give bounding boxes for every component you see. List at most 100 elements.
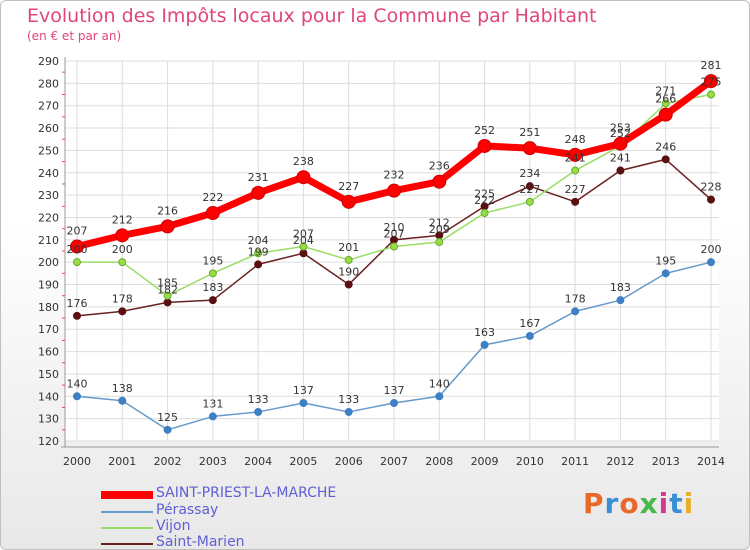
data-label: 210 (384, 221, 405, 234)
data-label: 183 (202, 281, 223, 294)
y-tick-label: 260 (38, 122, 59, 135)
data-label: 176 (67, 297, 88, 310)
data-point (571, 197, 580, 206)
y-tick-label: 120 (38, 435, 59, 448)
data-point (435, 392, 444, 401)
data-point (707, 90, 715, 99)
data-point (432, 174, 447, 189)
data-point (208, 412, 217, 421)
data-point (661, 99, 670, 108)
data-point (208, 296, 217, 305)
data-label: 266 (655, 93, 676, 106)
data-point (704, 74, 718, 89)
y-tick-label: 250 (38, 144, 59, 157)
data-point (390, 399, 398, 407)
x-tick-label: 2002 (154, 455, 182, 468)
data-label: 252 (610, 127, 631, 140)
data-point (254, 407, 263, 416)
logo-letter: i (683, 487, 695, 520)
data-point (254, 260, 263, 269)
data-point (296, 170, 311, 185)
data-label: 216 (157, 204, 178, 217)
data-label: 241 (610, 152, 631, 165)
x-tick-label: 2004 (244, 455, 272, 468)
data-point (299, 242, 308, 251)
data-point (571, 307, 580, 316)
data-point (568, 147, 583, 162)
data-label: 178 (565, 292, 586, 305)
y-tick-label: 200 (38, 256, 59, 269)
data-label: 207 (384, 228, 405, 241)
data-label: 248 (565, 133, 586, 146)
data-point (299, 399, 308, 407)
x-tick-label: 2012 (606, 455, 634, 468)
y-tick-label: 150 (38, 368, 59, 381)
data-label: 167 (519, 317, 540, 330)
x-tick-label: 2013 (652, 455, 680, 468)
logo-letter: x (639, 487, 659, 520)
data-label: 251 (519, 126, 540, 139)
legend-swatch (101, 511, 153, 513)
data-label: 227 (338, 180, 359, 193)
data-point (613, 136, 628, 151)
legend-label: Saint-Marien (156, 534, 245, 550)
data-point (707, 258, 715, 267)
x-tick-label: 2007 (380, 455, 408, 468)
y-tick-label: 180 (38, 301, 59, 314)
data-label: 252 (474, 124, 495, 137)
data-point (658, 107, 673, 122)
chart-subtitle: (en € et par an) (27, 29, 122, 43)
y-tick-label: 270 (38, 100, 59, 113)
data-point (118, 307, 127, 316)
x-tick-label: 2010 (516, 455, 544, 468)
data-label: 178 (112, 292, 133, 305)
data-label: 133 (248, 393, 269, 406)
y-tick-label: 130 (38, 413, 59, 426)
data-label: 190 (338, 266, 359, 279)
data-label: 207 (67, 225, 88, 238)
data-label: 234 (519, 167, 540, 180)
y-tick-label: 230 (38, 189, 59, 202)
x-tick-label: 2008 (425, 455, 453, 468)
data-point (115, 228, 130, 243)
data-label: 195 (202, 254, 223, 267)
logo-letter: i (658, 487, 670, 520)
x-tick-label: 2000 (63, 455, 91, 468)
y-tick-label: 140 (38, 390, 59, 403)
data-point (118, 258, 127, 267)
x-tick-label: 2014 (697, 455, 725, 468)
data-point (525, 331, 534, 340)
data-point (341, 194, 356, 209)
data-point (208, 269, 217, 278)
data-point (344, 407, 353, 416)
data-label: 231 (248, 171, 269, 184)
legend-label: SAINT-PRIEST-LA-MARCHE (156, 485, 337, 501)
data-point (251, 185, 266, 200)
data-point (525, 197, 534, 206)
data-label: 207 (293, 228, 314, 241)
data-label: 200 (112, 243, 133, 256)
x-tick-label: 2005 (289, 455, 317, 468)
x-tick-label: 2009 (471, 455, 499, 468)
data-point (477, 138, 492, 153)
data-point (299, 249, 308, 258)
plot-area (65, 61, 719, 441)
proxiti-logo: Proxiti (583, 487, 694, 520)
data-point (616, 166, 625, 175)
logo-letter: r (604, 487, 620, 520)
data-label: 222 (202, 191, 223, 204)
data-label: 225 (474, 187, 495, 200)
logo-letter: o (619, 487, 640, 520)
data-label: 140 (429, 377, 450, 390)
data-label: 253 (610, 122, 631, 135)
y-tick-label: 160 (38, 346, 59, 359)
x-tick-label: 2003 (199, 455, 227, 468)
logo-letter: t (669, 487, 684, 520)
y-tick-label: 170 (38, 323, 59, 336)
data-label: 238 (293, 155, 314, 168)
data-point (571, 166, 580, 175)
legend-swatch (101, 527, 153, 529)
y-tick-label: 290 (38, 55, 59, 68)
